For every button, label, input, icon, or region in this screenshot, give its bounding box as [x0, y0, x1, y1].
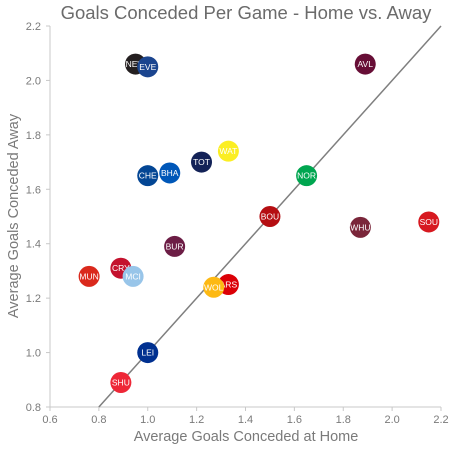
- y-tick-label: 1.0: [26, 348, 41, 360]
- x-tick-label: 0.6: [42, 414, 57, 426]
- data-point-label-cry: CRY: [112, 263, 130, 273]
- x-tick-label: 2.0: [384, 414, 399, 426]
- plot-area: 0.6 0.8 1.0 1.2 1.4 1.6 1.8 2.0 2.20.81.01.21.41…: [26, 21, 449, 426]
- data-point-mci: [122, 265, 144, 287]
- x-axis-label: Average Goals Conceded at Home: [134, 429, 359, 445]
- data-point-label-bha: BHA: [161, 168, 179, 178]
- data-point-tot: [191, 151, 213, 173]
- y-tick-label: 1.4: [26, 239, 41, 251]
- data-point-bou: [259, 206, 281, 227]
- x-tick-label: 1.6: [287, 414, 302, 426]
- x-tick-label: 1.2: [189, 414, 204, 426]
- data-point-lei: [137, 342, 159, 364]
- data-point-nor: [296, 165, 318, 187]
- y-tick-label: 0.8: [26, 402, 41, 414]
- data-point-label-avl: AVL: [358, 59, 374, 69]
- data-point-eve: [137, 56, 159, 78]
- data-point-label-ars: ARS: [220, 280, 238, 290]
- x-tick-label: 1.4: [238, 414, 253, 426]
- data-point-label-sou: SOU: [420, 217, 438, 227]
- x-tick-label: 1.0: [140, 414, 155, 426]
- data-point-label-wol: WOL: [204, 282, 224, 292]
- data-point-bur: [164, 235, 186, 257]
- data-point-label-nor: NOR: [297, 171, 316, 181]
- y-tick-label: 1.6: [26, 184, 41, 196]
- data-point-wat: [217, 140, 239, 162]
- y-tick-label: 2.0: [26, 75, 41, 87]
- data-point-wol: [203, 276, 225, 298]
- y-axis-label: Average Goals Conceded Away: [6, 113, 22, 318]
- data-point-label-bur: BUR: [166, 241, 184, 251]
- data-point-label-tot: TOT: [193, 157, 210, 167]
- data-point-whu: [349, 216, 371, 238]
- data-point-bha: [159, 162, 181, 184]
- data-point-shu: [110, 372, 132, 394]
- x-tick-label: 2.2: [433, 414, 448, 426]
- data-point-label-bou: BOU: [261, 212, 279, 222]
- x-tick-label: 1.8: [336, 414, 351, 426]
- y-tick-label: 1.8: [26, 130, 41, 142]
- data-point-mun: [78, 265, 100, 287]
- data-point-che: [137, 165, 159, 187]
- data-point-label-lei: LEI: [141, 348, 154, 358]
- x-tick-label: 0.8: [91, 414, 106, 426]
- chart-title: Goals Conceded Per Game - Home vs. Away: [61, 2, 433, 23]
- data-point-label-che: CHE: [139, 171, 157, 181]
- data-point-label-mci: MCI: [125, 271, 141, 281]
- y-tick-label: 2.2: [26, 21, 41, 33]
- data-point-label-eve: EVE: [139, 62, 156, 72]
- data-point-label-shu: SHU: [112, 378, 130, 388]
- data-point-label-mun: MUN: [79, 271, 98, 281]
- data-point-label-new: NEW: [126, 59, 146, 69]
- y-tick-label: 1.2: [26, 293, 41, 305]
- data-point-label-wat: WAT: [219, 146, 237, 156]
- data-point-label-whu: WHU: [350, 222, 370, 232]
- data-point-avl: [354, 53, 376, 75]
- data-point-sou: [418, 211, 440, 233]
